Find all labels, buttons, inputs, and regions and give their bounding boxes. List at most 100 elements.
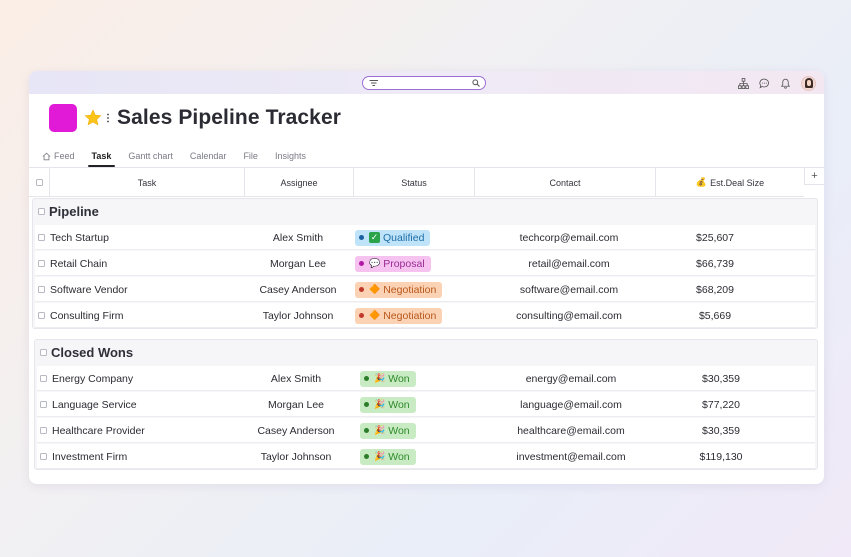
bell-icon[interactable] — [780, 78, 791, 89]
search-icon[interactable] — [472, 79, 480, 87]
status-badge[interactable]: ✓ Qualified — [355, 229, 431, 246]
contact-cell[interactable]: techcorp@email.com — [479, 225, 659, 250]
row-checkbox[interactable] — [40, 375, 47, 382]
status-badge[interactable]: 🔶 Negotiation — [355, 281, 443, 298]
assignee-cell[interactable]: Casey Anderson — [240, 418, 352, 443]
row-checkbox[interactable] — [38, 260, 45, 267]
status-cell[interactable]: 💬 Proposal — [355, 251, 475, 276]
tab-task[interactable]: Task — [87, 148, 116, 167]
status-cell[interactable]: 🎉 Won — [360, 444, 480, 469]
status-label: Negotiation — [383, 283, 437, 296]
add-column-button[interactable]: + — [804, 168, 824, 185]
task-cell[interactable]: Retail Chain — [38, 251, 238, 276]
table-row[interactable]: Language Service Morgan Lee 🎉 Won language@e… — [37, 392, 815, 417]
assignee-cell[interactable]: Morgan Lee — [242, 251, 354, 276]
status-badge[interactable]: 🎉 Won — [360, 422, 416, 439]
group-closed-wons: Closed Wons Energy Company Alex Smith 🎉 Won… — [34, 339, 818, 470]
tab-label: File — [243, 151, 258, 161]
table-row[interactable]: Investment Firm Taylor Johnson 🎉 Won investm… — [37, 444, 815, 469]
row-checkbox[interactable] — [38, 234, 45, 241]
table-row[interactable]: Tech Startup Alex Smith ✓ Qualified techcorp… — [35, 225, 815, 250]
party-popper-icon: 🎉 — [374, 451, 386, 462]
tab-insights[interactable]: Insights — [275, 148, 306, 164]
tab-gantt-chart[interactable]: Gantt chart — [128, 148, 173, 164]
table-row[interactable]: Retail Chain Morgan Lee 💬 Proposal retail@em… — [35, 251, 815, 276]
deal-size-cell[interactable]: $5,669 — [665, 303, 765, 328]
task-cell[interactable]: Tech Startup — [38, 225, 238, 250]
assignee-cell[interactable]: Taylor Johnson — [240, 444, 352, 469]
task-name: Retail Chain — [50, 257, 108, 270]
assignee-cell[interactable]: Taylor Johnson — [242, 303, 354, 328]
chat-icon[interactable] — [759, 78, 770, 89]
task-cell[interactable]: Software Vendor — [38, 277, 238, 302]
row-checkbox[interactable] — [38, 312, 45, 319]
deal-size-cell[interactable]: $30,359 — [671, 418, 771, 443]
star-icon[interactable] — [84, 109, 102, 127]
status-badge[interactable]: 🎉 Won — [360, 448, 416, 465]
group-checkbox[interactable] — [40, 349, 47, 356]
contact-cell[interactable]: healthcare@email.com — [481, 418, 661, 443]
assignee-cell[interactable]: Alex Smith — [240, 366, 352, 391]
status-cell[interactable]: ✓ Qualified — [355, 225, 475, 250]
table-row[interactable]: Energy Company Alex Smith 🎉 Won energy@email… — [37, 366, 815, 391]
deal-size-cell[interactable]: $119,130 — [671, 444, 771, 469]
status-badge[interactable]: 🔶 Negotiation — [355, 307, 443, 324]
tab-feed[interactable]: Feed — [42, 148, 75, 164]
row-checkbox[interactable] — [40, 401, 47, 408]
assignee-cell[interactable]: Casey Anderson — [242, 277, 354, 302]
column-header-assignee[interactable]: Assignee — [245, 168, 354, 197]
contact-cell[interactable]: retail@email.com — [479, 251, 659, 276]
status-label: Won — [388, 398, 410, 411]
tab-calendar[interactable]: Calendar — [190, 148, 227, 164]
status-badge[interactable]: 💬 Proposal — [355, 255, 431, 272]
contact-cell[interactable]: investment@email.com — [481, 444, 661, 469]
status-cell[interactable]: 🎉 Won — [360, 366, 480, 391]
row-checkbox[interactable] — [38, 286, 45, 293]
filter-icon[interactable] — [369, 79, 379, 87]
group-header[interactable]: Closed Wons — [35, 340, 817, 365]
contact-cell[interactable]: energy@email.com — [481, 366, 661, 391]
avatar[interactable] — [801, 75, 816, 91]
deal-size-cell[interactable]: $25,607 — [665, 225, 765, 250]
status-badge[interactable]: 🎉 Won — [360, 370, 416, 387]
more-vertical-icon[interactable] — [106, 113, 110, 123]
contact-cell[interactable]: consulting@email.com — [479, 303, 659, 328]
tab-file[interactable]: File — [243, 148, 258, 164]
column-header-deal-size[interactable]: 💰 Est.Deal Size — [656, 168, 804, 197]
status-cell[interactable]: 🔶 Negotiation — [355, 303, 475, 328]
search-input[interactable] — [362, 76, 486, 90]
select-all-checkbox[interactable] — [35, 179, 43, 186]
task-cell[interactable]: Investment Firm — [40, 444, 240, 469]
table-row[interactable]: Consulting Firm Taylor Johnson 🔶 Negotiatio… — [35, 303, 815, 328]
row-checkbox[interactable] — [40, 453, 47, 460]
contact-cell[interactable]: language@email.com — [481, 392, 661, 417]
group-header[interactable]: Pipeline — [33, 199, 817, 224]
org-chart-icon[interactable] — [738, 77, 749, 89]
deal-size-cell[interactable]: $66,739 — [665, 251, 765, 276]
task-cell[interactable]: Healthcare Provider — [40, 418, 240, 443]
table-row[interactable]: Healthcare Provider Casey Anderson 🎉 Won hea… — [37, 418, 815, 443]
deal-size-cell[interactable]: $30,359 — [671, 366, 771, 391]
status-badge[interactable]: 🎉 Won — [360, 396, 416, 413]
project-color-icon[interactable] — [49, 104, 77, 132]
group-checkbox[interactable] — [38, 208, 45, 215]
column-header-status[interactable]: Status — [354, 168, 475, 197]
tab-label: Task — [91, 151, 112, 161]
money-bag-icon: 💰 — [695, 177, 708, 188]
task-cell[interactable]: Consulting Firm — [38, 303, 238, 328]
column-header-task[interactable]: Task — [50, 168, 245, 197]
table-row[interactable]: Software Vendor Casey Anderson 🔶 Negotiatio… — [35, 277, 815, 302]
deal-size-cell[interactable]: $68,209 — [665, 277, 765, 302]
deal-size-value: $68,209 — [696, 283, 734, 296]
status-cell[interactable]: 🎉 Won — [360, 392, 480, 417]
status-cell[interactable]: 🎉 Won — [360, 418, 480, 443]
row-checkbox[interactable] — [40, 427, 47, 434]
contact-cell[interactable]: software@email.com — [479, 277, 659, 302]
task-cell[interactable]: Language Service — [40, 392, 240, 417]
task-cell[interactable]: Energy Company — [40, 366, 240, 391]
column-header-contact[interactable]: Contact — [475, 168, 656, 197]
status-cell[interactable]: 🔶 Negotiation — [355, 277, 475, 302]
assignee-cell[interactable]: Alex Smith — [242, 225, 354, 250]
deal-size-cell[interactable]: $77,220 — [671, 392, 771, 417]
assignee-cell[interactable]: Morgan Lee — [240, 392, 352, 417]
